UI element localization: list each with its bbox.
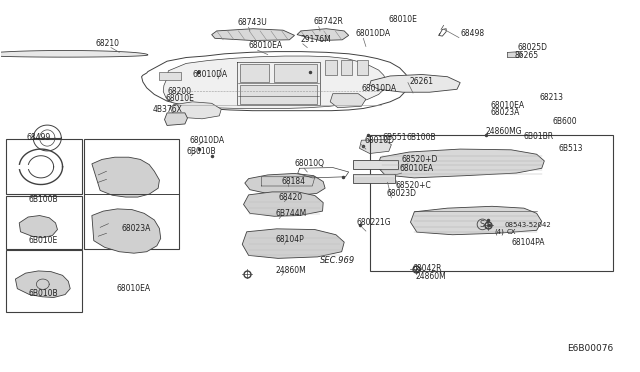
Text: 68520+C: 68520+C xyxy=(395,181,431,190)
Polygon shape xyxy=(241,85,317,104)
Text: 68010DA: 68010DA xyxy=(355,29,390,38)
Bar xyxy=(6,196,82,249)
Text: (4): (4) xyxy=(494,228,504,235)
Text: 6B551: 6B551 xyxy=(383,133,407,142)
Polygon shape xyxy=(92,157,159,197)
Polygon shape xyxy=(245,173,325,196)
Text: 6B744M: 6B744M xyxy=(275,209,307,218)
Polygon shape xyxy=(241,64,269,82)
Text: E6B00076: E6B00076 xyxy=(567,344,614,353)
Polygon shape xyxy=(0,51,148,57)
Text: 680221G: 680221G xyxy=(357,218,392,227)
Text: S: S xyxy=(480,220,485,229)
Polygon shape xyxy=(15,271,70,298)
Text: 68213: 68213 xyxy=(540,93,564,102)
Polygon shape xyxy=(163,56,387,109)
Polygon shape xyxy=(297,29,349,41)
Text: 6B01BR: 6B01BR xyxy=(524,132,554,141)
Text: 68499: 68499 xyxy=(27,134,51,142)
Polygon shape xyxy=(164,113,188,125)
Polygon shape xyxy=(159,72,181,80)
Text: 68023A: 68023A xyxy=(121,224,150,233)
Text: 68010DA: 68010DA xyxy=(193,70,228,79)
Polygon shape xyxy=(370,74,460,92)
Text: 6B513: 6B513 xyxy=(559,144,584,153)
Text: 86265: 86265 xyxy=(515,51,538,61)
Text: 68010EA: 68010EA xyxy=(248,41,283,50)
Polygon shape xyxy=(243,229,344,259)
Polygon shape xyxy=(341,61,353,75)
Text: 68104P: 68104P xyxy=(275,235,304,244)
Text: 24860M: 24860M xyxy=(275,266,306,275)
Text: 29176M: 29176M xyxy=(301,35,332,44)
Text: 6B100B: 6B100B xyxy=(28,195,58,205)
Text: 68010E: 68010E xyxy=(166,94,195,103)
Text: 68010D: 68010D xyxy=(365,136,395,145)
Polygon shape xyxy=(212,29,294,41)
Text: 68010EA: 68010EA xyxy=(399,164,434,173)
Bar xyxy=(370,135,613,271)
Text: 68010E: 68010E xyxy=(389,15,418,24)
Polygon shape xyxy=(330,94,366,108)
Polygon shape xyxy=(410,206,541,235)
Polygon shape xyxy=(244,192,323,216)
Text: 68023D: 68023D xyxy=(387,189,417,198)
Bar xyxy=(6,250,82,312)
Text: 68010DA: 68010DA xyxy=(189,137,225,145)
Polygon shape xyxy=(357,61,369,75)
Polygon shape xyxy=(274,64,317,82)
Text: 24860M: 24860M xyxy=(415,272,446,281)
Polygon shape xyxy=(508,52,523,58)
Text: 68010DA: 68010DA xyxy=(362,84,397,93)
Text: CX: CX xyxy=(507,229,516,235)
Polygon shape xyxy=(353,174,395,183)
Polygon shape xyxy=(360,140,392,154)
Text: 6B010E: 6B010E xyxy=(28,236,58,245)
Text: 68025D: 68025D xyxy=(518,44,548,52)
Polygon shape xyxy=(353,160,397,169)
Polygon shape xyxy=(92,209,161,253)
Text: 68520+D: 68520+D xyxy=(401,155,438,164)
Text: 68010EA: 68010EA xyxy=(491,101,525,110)
Text: 68104PA: 68104PA xyxy=(511,238,545,247)
Text: 68023A: 68023A xyxy=(491,108,520,117)
Text: 68042R: 68042R xyxy=(412,264,442,273)
Text: 26261: 26261 xyxy=(409,77,433,86)
Text: 4B376X: 4B376X xyxy=(153,105,183,114)
Text: 68184: 68184 xyxy=(282,177,306,186)
Text: 08543-52042: 08543-52042 xyxy=(505,222,552,228)
Text: 6B742R: 6B742R xyxy=(314,17,344,26)
Text: 68010Q: 68010Q xyxy=(294,159,324,168)
Text: 24860MG: 24860MG xyxy=(486,127,522,136)
Text: 68743U: 68743U xyxy=(237,18,267,27)
Polygon shape xyxy=(378,149,544,178)
Polygon shape xyxy=(19,215,58,238)
Text: 6B010B: 6B010B xyxy=(28,289,58,298)
Text: SEC.969: SEC.969 xyxy=(320,256,355,265)
Text: 68210: 68210 xyxy=(96,39,120,48)
Polygon shape xyxy=(325,61,337,75)
Text: 68498: 68498 xyxy=(460,29,484,38)
Polygon shape xyxy=(170,102,221,119)
Text: 68200: 68200 xyxy=(167,87,191,96)
Text: 6B010B: 6B010B xyxy=(186,147,216,157)
Bar xyxy=(84,140,179,249)
Text: 6B100B: 6B100B xyxy=(406,133,436,142)
Text: 68420: 68420 xyxy=(278,192,303,202)
Bar xyxy=(6,140,82,194)
Text: 68010EA: 68010EA xyxy=(116,284,150,293)
Text: 6B600: 6B600 xyxy=(552,117,577,126)
